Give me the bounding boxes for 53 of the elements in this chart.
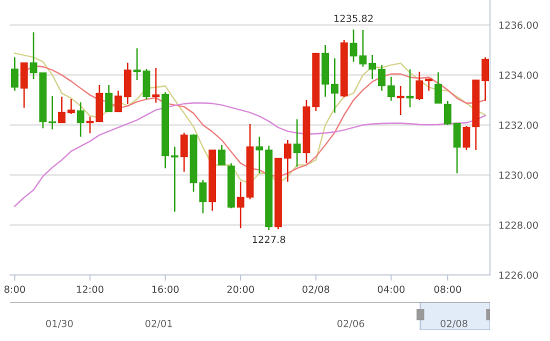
candlestick <box>359 29 367 68</box>
annotation: 1227.8 <box>252 236 286 244</box>
x-tick-label: 04:00 <box>378 286 405 293</box>
x-tick-label: 8:00 <box>4 286 25 293</box>
candlestick <box>133 48 141 81</box>
candlestick <box>218 144 226 166</box>
candlestick <box>170 146 178 212</box>
y-tick-label: 1228.00 <box>499 221 538 229</box>
line-series <box>14 52 486 184</box>
candlestick <box>330 58 338 114</box>
candlestick <box>67 98 75 115</box>
y-tick-label: 1230.00 <box>499 171 538 179</box>
text: 02/01 <box>145 320 172 328</box>
candlestick <box>114 90 122 112</box>
candlestick <box>396 85 404 116</box>
candlestick <box>416 71 424 101</box>
candlestick <box>378 64 386 92</box>
candlestick <box>406 68 414 108</box>
text: 02/06 <box>337 320 364 328</box>
y-tick-label: 1236.00 <box>499 21 538 29</box>
candlestick <box>368 54 376 80</box>
text: 01/30 <box>46 320 73 328</box>
candlestick <box>482 56 490 102</box>
candlestick <box>256 136 264 174</box>
candlestick <box>30 32 38 80</box>
y-tick-label: 1226.00 <box>499 271 538 279</box>
candlestick <box>180 132 188 172</box>
y-tick-label: 1232.00 <box>499 121 538 129</box>
candlestick <box>284 139 292 182</box>
candlestick <box>434 72 442 104</box>
candlestick <box>199 179 207 214</box>
x-tick-label: 16:00 <box>152 286 179 293</box>
candlestick <box>444 100 452 126</box>
candlestick <box>293 118 301 168</box>
candlestick <box>76 102 84 138</box>
candlestick <box>152 67 160 104</box>
x-tick-label: 20:00 <box>227 286 254 293</box>
x-tick-label: 02/08 <box>302 286 330 294</box>
candlestick <box>105 84 113 112</box>
x-tick-label: 12:00 <box>77 286 104 293</box>
text: 02/08 <box>440 320 468 328</box>
candlestick <box>387 76 395 102</box>
candlestick <box>10 56 18 92</box>
candlestick <box>425 78 433 92</box>
y-tick-label: 1234.00 <box>499 71 538 79</box>
annotation: 1235.82 <box>334 14 373 22</box>
line-series <box>14 102 486 207</box>
x-tick-label: 08:00 <box>434 286 462 293</box>
candlestick <box>236 181 244 229</box>
candlestick <box>350 28 358 62</box>
candlestick <box>453 122 461 174</box>
candlestick <box>58 96 66 124</box>
candlestick <box>462 125 470 151</box>
